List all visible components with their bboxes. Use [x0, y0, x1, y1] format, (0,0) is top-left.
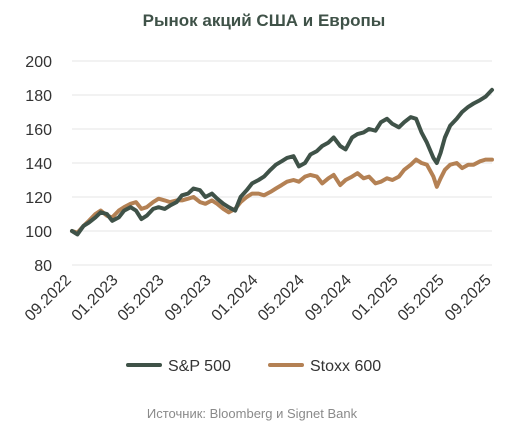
- source-note: Источник: Bloomberg и Signet Bank: [147, 406, 358, 421]
- series-lines: [70, 87, 494, 237]
- legend-label-stoxx600: Stoxx 600: [310, 358, 381, 375]
- series-line-sp500: [70, 87, 494, 237]
- y-tick-label: 120: [25, 190, 52, 207]
- x-tick-label: 05.2024: [255, 272, 308, 325]
- series-line-stoxx600: [70, 157, 494, 235]
- x-tick-label: 01.2024: [209, 272, 262, 325]
- legend-label-sp500: S&P 500: [168, 358, 231, 375]
- x-tick-label: 09.2024: [302, 272, 355, 325]
- y-tick-label: 100: [25, 224, 52, 241]
- y-tick-label: 80: [34, 258, 52, 275]
- x-axis: 09.202201.202305.202309.202301.202405.20…: [22, 272, 495, 325]
- x-tick-label: 09.2023: [162, 272, 215, 325]
- x-tick-label: 01.2025: [349, 272, 402, 325]
- gridlines: [72, 60, 492, 266]
- x-tick-label: 09.2025: [442, 272, 495, 325]
- y-tick-label: 160: [25, 122, 52, 139]
- x-tick-label: 05.2023: [115, 272, 168, 325]
- y-tick-label: 200: [25, 54, 52, 71]
- y-tick-label: 180: [25, 88, 52, 105]
- x-tick-label: 05.2025: [395, 272, 448, 325]
- x-tick-label: 01.2023: [69, 272, 122, 325]
- chart-title: Рынок акций США и Европы: [143, 11, 386, 30]
- x-tick-label: 09.2022: [22, 272, 75, 325]
- legend: S&P 500 Stoxx 600: [126, 358, 381, 375]
- y-axis: 80 100 120 140 160 180 200: [25, 54, 52, 275]
- y-tick-label: 140: [25, 156, 52, 173]
